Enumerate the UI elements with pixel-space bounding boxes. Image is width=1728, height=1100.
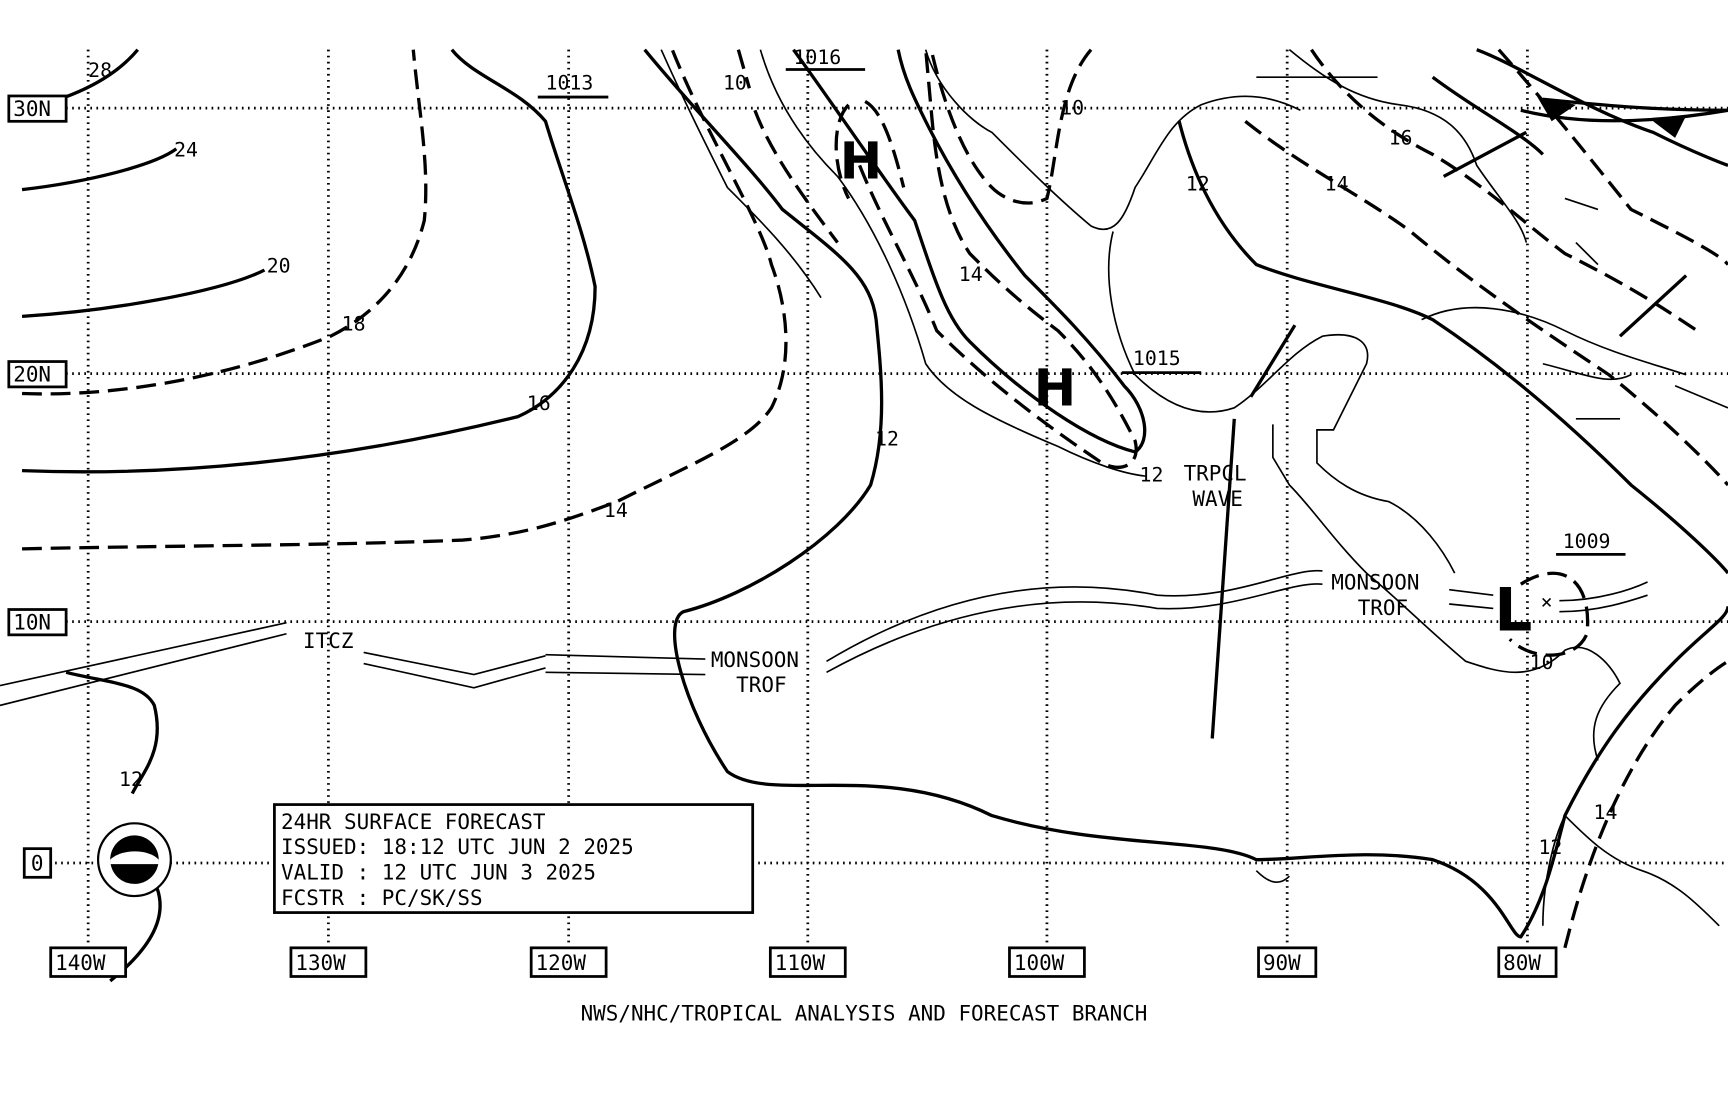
lon-label: 140W: [55, 951, 106, 975]
isobar-label: 14: [604, 499, 628, 522]
tropical-wave-axis: [1210, 418, 1236, 739]
pressure-value: 1016: [793, 46, 841, 69]
lon-label: 110W: [775, 951, 826, 975]
footer-credit: NWS/NHC/TROPICAL ANALYSIS AND FORECAST B…: [581, 1002, 1148, 1026]
isobar-label: 10: [1060, 97, 1084, 120]
isobar-label: 14: [1594, 801, 1618, 824]
isobar-label: 20: [267, 254, 291, 277]
longitude-labels: 140W 130W 120W 110W 100W 90W 80W: [49, 946, 1558, 978]
isobar-label: 12: [1538, 836, 1562, 859]
isobar-label: 10: [1530, 651, 1554, 674]
monsoon-trof-label: TROF: [1358, 596, 1408, 620]
tropical-wave-label: WAVE: [1192, 487, 1242, 511]
low-center-marker-icon: ×: [1541, 590, 1553, 613]
isobar-label: 10: [723, 71, 747, 94]
forecasters: FCSTR : PC/SK/SS: [281, 886, 483, 910]
high-pressure-center: H: [1034, 359, 1076, 418]
forecast-info-box: 24HR SURFACE FORECAST ISSUED: 18:12 UTC …: [273, 803, 755, 914]
pressure-value: 1009: [1563, 530, 1611, 553]
isobar-label: 12: [119, 768, 143, 791]
pressure-value: 1015: [1133, 347, 1181, 370]
isobar-label: 14: [1325, 173, 1349, 196]
fronts: [1442, 97, 1728, 338]
lon-label: 80W: [1503, 951, 1541, 975]
forecast-title: 24HR SURFACE FORECAST: [281, 810, 546, 834]
lon-label: 100W: [1014, 951, 1065, 975]
isobar-label: 28: [88, 59, 112, 82]
lon-label: 130W: [295, 951, 346, 975]
lat-label: 10N: [13, 610, 51, 634]
isobar-label: 24: [174, 139, 198, 162]
lon-label: 120W: [536, 951, 587, 975]
lat-label: 0: [31, 852, 44, 876]
issued-time: ISSUED: 18:12 UTC JUN 2 2025: [281, 835, 634, 859]
lat-label: 30N: [13, 97, 51, 121]
coastlines: [660, 49, 1728, 927]
pressure-value: 1013: [546, 71, 594, 94]
valid-time: VALID : 12 UTC JUN 3 2025: [281, 861, 596, 885]
high-pressure-center: H: [840, 132, 882, 191]
noaa-logo: [96, 822, 172, 898]
isobar-label: 12: [1140, 464, 1164, 487]
isobar-label: 16: [527, 392, 551, 415]
monsoon-trof-label: MONSOON: [711, 648, 799, 672]
lon-label: 90W: [1263, 951, 1301, 975]
isobar-label: 14: [959, 263, 983, 286]
itcz: [0, 569, 1648, 707]
isobar-label: 16: [1389, 126, 1413, 149]
isobar-labels: 28 24 20 18 16 14 12 10 10 12 14 14 16 1…: [88, 59, 1617, 859]
isobar-label: 12: [875, 427, 899, 450]
low-pressure-center: L: [1494, 576, 1532, 645]
isobar-label: 18: [342, 313, 366, 336]
latitude-labels: 30N 20N 10N 0: [7, 94, 68, 879]
monsoon-trof-label: TROF: [736, 673, 786, 697]
itcz-label: ITCZ: [303, 629, 353, 653]
monsoon-trof-label: MONSOON: [1331, 571, 1419, 595]
tropical-wave-label: TRPCL: [1184, 462, 1247, 486]
lat-label: 20N: [13, 362, 51, 386]
isobar-label: 12: [1186, 173, 1210, 196]
